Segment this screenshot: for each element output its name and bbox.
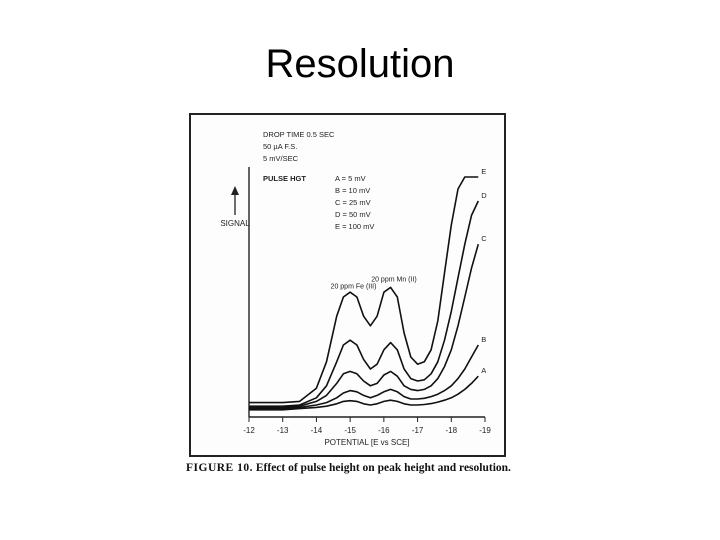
- series-label-C: C: [481, 234, 487, 243]
- condition-line: DROP TIME 0.5 SEC: [263, 130, 335, 139]
- series-label-E: E: [481, 167, 486, 176]
- slide-title: Resolution: [265, 42, 455, 86]
- condition-line: 50 µA F.S.: [263, 142, 297, 151]
- series-label-A: A: [481, 366, 486, 375]
- x-tick-label: -14: [311, 426, 323, 435]
- y-axis-label: SIGNAL: [220, 219, 250, 228]
- series-label-B: B: [481, 335, 486, 344]
- series-label-D: D: [481, 191, 487, 200]
- series-line-E: [249, 176, 479, 404]
- figure-caption: FIGURE 10. Effect of pulse height on pea…: [186, 462, 516, 475]
- peak-annotation: 20 ppm Mn (II): [371, 276, 417, 283]
- x-tick-label: -12: [243, 426, 255, 435]
- series-line-B: [249, 344, 479, 410]
- signal-arrow-head: [231, 186, 239, 195]
- x-tick-label: -18: [446, 426, 458, 435]
- legend-entry: E = 100 mV: [335, 222, 374, 231]
- caption-text: Effect of pulse height on peak height an…: [255, 462, 511, 474]
- legend-entry: B = 10 mV: [335, 186, 370, 195]
- polarogram-chart: -12 -13 -14 -15 -16 -17 -18 -19 POTENTIAL [E vs …: [220, 130, 491, 447]
- series-line-D: [249, 200, 480, 407]
- condition-line: 5 mV/SEC: [263, 154, 299, 163]
- caption-label: FIGURE 10.: [186, 462, 253, 474]
- x-tick-label: -19: [479, 426, 491, 435]
- legend-title: PULSE HGT: [263, 174, 306, 183]
- x-tick-label: -15: [344, 426, 356, 435]
- series-line-C: [249, 243, 480, 409]
- peak-annotation: 20 ppm Fe (III): [331, 284, 377, 291]
- x-tick-label: -16: [378, 426, 390, 435]
- legend-entry: C = 25 mV: [335, 198, 371, 207]
- legend-entry: A = 5 mV: [335, 174, 366, 183]
- series-line-A: [249, 375, 479, 411]
- x-tick-label: -17: [412, 426, 424, 435]
- x-tick-label: -13: [277, 426, 289, 435]
- x-axis-label: POTENTIAL [E vs SCE]: [324, 438, 409, 447]
- legend-entry: D = 50 mV: [335, 210, 371, 219]
- figure-panel: -12 -13 -14 -15 -16 -17 -18 -19 POTENTIAL [E vs …: [189, 113, 506, 457]
